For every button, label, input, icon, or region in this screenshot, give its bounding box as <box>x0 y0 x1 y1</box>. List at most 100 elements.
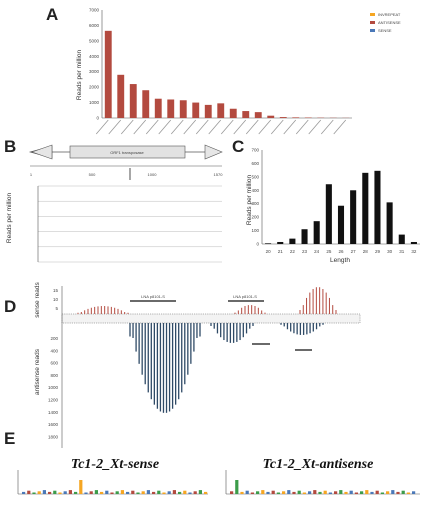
panel-a-ylabel: Reads per million <box>76 50 83 101</box>
panel-c-bar <box>302 229 308 244</box>
panel-a-bar <box>105 31 112 118</box>
panel-d-baseline-band <box>62 314 360 323</box>
panel-a-ytick: 2000 <box>89 85 100 90</box>
panel-letter-b: B <box>4 137 16 156</box>
logo-glyph <box>58 493 61 495</box>
panel-a-bar <box>142 90 149 118</box>
panel-a-ytick: 1000 <box>89 100 100 105</box>
logo-glyph <box>183 491 186 494</box>
logo-glyph <box>131 491 134 494</box>
panel-a-category-label-mark <box>334 120 346 134</box>
logo-glyph <box>277 493 280 495</box>
panel-a-bar <box>130 84 137 118</box>
logo-glyph <box>324 491 327 494</box>
logo-glyph <box>178 492 181 494</box>
panel-a-bar <box>292 117 299 118</box>
panel-a-category-label-mark <box>296 120 308 134</box>
panel-a-bar <box>192 103 199 118</box>
logo-title-antisense: Tc1-2_Xt-antisense <box>263 457 374 472</box>
logo-glyph <box>64 491 67 494</box>
lna-label-2: LNA p8101-S <box>233 294 257 299</box>
logo-glyph <box>38 491 41 494</box>
panel-d-sense-tick: 5 <box>55 306 58 311</box>
legend-invrepeat: INVREPEAT <box>378 12 401 17</box>
panel-c-xtick: 26 <box>338 249 344 254</box>
panel-c-bar <box>350 190 356 244</box>
panel-c-xtick: 29 <box>375 249 381 254</box>
legend-swatch-invrepeat <box>370 13 375 16</box>
panel-d-sense-tick: 15 <box>53 288 59 293</box>
panel-c-bar <box>289 239 295 244</box>
panel-c-bar <box>374 171 380 244</box>
logo-glyph <box>365 490 368 494</box>
logo-glyph <box>344 492 347 494</box>
panel-a-category-label-mark <box>96 120 108 134</box>
logo-glyph <box>110 493 113 495</box>
logo-glyph <box>402 491 405 494</box>
panel-a-bar <box>280 117 287 118</box>
panel-a-bar <box>255 112 262 118</box>
panel-e-logos <box>18 470 420 494</box>
logo-glyph <box>256 491 259 494</box>
logo-glyph <box>355 493 358 495</box>
logo-glyph <box>240 492 243 494</box>
panel-b-gene-map: ORF1 transposase 1 500 1000 1570 <box>30 145 223 180</box>
panel-a-category-label-mark <box>271 120 283 134</box>
logo-glyph <box>105 491 108 494</box>
logo-glyph <box>396 492 399 494</box>
coord-tick-500: 500 <box>89 172 96 177</box>
panel-a-category-label-mark <box>196 120 208 134</box>
panel-c-xtick: 27 <box>351 249 357 254</box>
logo-glyph <box>136 493 139 495</box>
logo-glyph <box>142 491 145 494</box>
panel-a-bar <box>167 99 174 118</box>
logo-glyph <box>381 493 384 495</box>
panel-c-xlabel: Length <box>330 257 350 264</box>
panel-a-category-label-mark <box>321 120 333 134</box>
coord-tick-1570: 1570 <box>214 172 224 177</box>
logo-glyph <box>339 490 342 494</box>
panel-letter-c: C <box>232 137 244 156</box>
left-arrow-icon <box>32 145 52 159</box>
panel-c-ylabel: Reads per million <box>246 175 253 226</box>
logo-glyph <box>100 492 103 494</box>
panel-a-bar <box>230 109 237 118</box>
logo-glyph <box>95 490 98 494</box>
panel-a-bar <box>242 111 249 118</box>
panel-d-sense-tick: 10 <box>53 297 59 302</box>
logo-glyph <box>412 491 415 494</box>
panel-letter-e: E <box>4 429 15 448</box>
right-arrow-icon <box>205 145 222 159</box>
logo-glyph <box>230 491 233 494</box>
logo-glyph <box>350 491 353 494</box>
panel-a-category-label-mark <box>159 120 171 134</box>
panel-c-bar <box>362 173 368 244</box>
logo-glyph <box>261 490 264 494</box>
panel-c-xtick: 30 <box>387 249 393 254</box>
panel-a-ytick: 5000 <box>89 38 100 43</box>
panel-a-ytick: 4000 <box>89 54 100 59</box>
logo-glyph <box>79 480 82 494</box>
logo-glyph <box>32 493 35 495</box>
logo-glyph <box>329 493 332 495</box>
panel-a-bar <box>205 105 212 118</box>
panel-c-ytick: 0 <box>256 242 259 247</box>
panel-c-xtick: 24 <box>314 249 320 254</box>
panel-c-xtick: 25 <box>326 249 332 254</box>
coord-tick-1000: 1000 <box>148 172 158 177</box>
logo-glyph <box>48 492 51 494</box>
panel-c-bar <box>411 242 417 244</box>
logo-glyph <box>386 491 389 494</box>
logo-glyph <box>235 480 238 494</box>
panel-c-bar <box>326 184 332 244</box>
panel-a-bar <box>155 99 162 118</box>
logo-glyph <box>126 492 129 494</box>
logo-title-sense: Tc1-2_Xt-sense <box>71 457 159 472</box>
panel-a-ytick: 7000 <box>89 8 100 13</box>
panel-letter-a: A <box>46 5 58 24</box>
panel-d-antisense-tick: 1800 <box>48 434 59 439</box>
panel-c-bar <box>387 202 393 244</box>
logo-glyph <box>69 490 72 494</box>
panel-a-category-label-mark <box>309 120 321 134</box>
logo-glyph <box>391 490 394 494</box>
